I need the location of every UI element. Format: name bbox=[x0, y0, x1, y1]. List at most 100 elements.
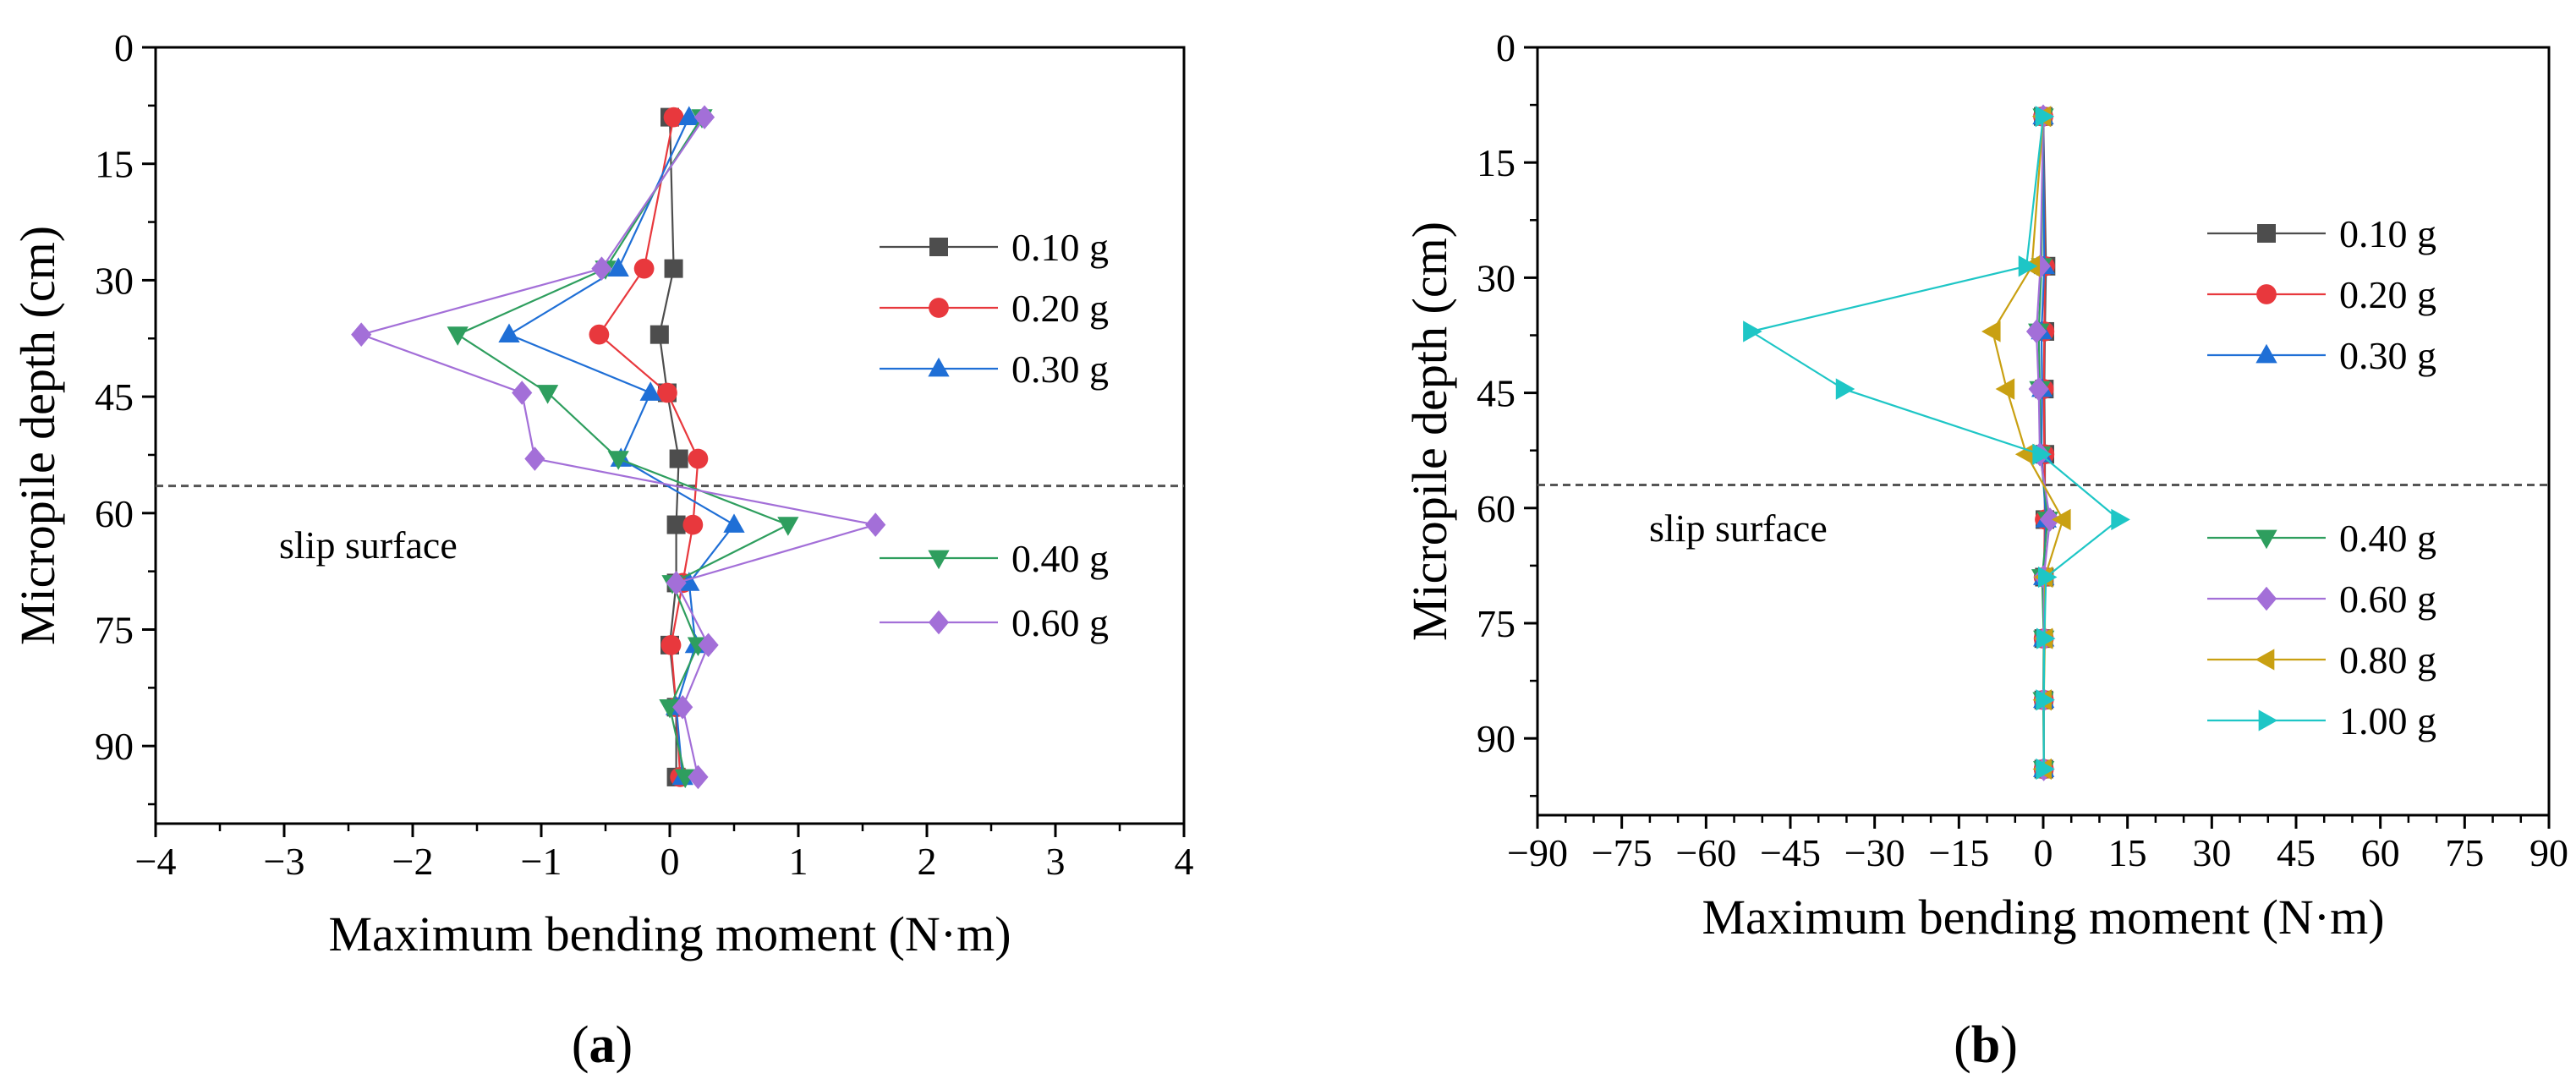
panel-label-a: (a) bbox=[572, 1016, 633, 1074]
y-axis-b: 0 15 30 45 60 75 90 bbox=[1477, 26, 1537, 797]
data-point-b-1-00-g-8 bbox=[2036, 689, 2055, 711]
x-tick-label-b-12: 90 bbox=[2529, 831, 2568, 874]
legend-label-b-0-30-g: 0.30 g bbox=[2339, 334, 2436, 377]
legend-marker-b-0-60-g bbox=[2255, 586, 2277, 611]
data-point-a-0-40-g-5 bbox=[777, 517, 799, 536]
y-tick-label-b-1: 15 bbox=[1477, 141, 1515, 184]
x-tick-label-a-0: −4 bbox=[135, 840, 177, 883]
series-line-a-0-20-g bbox=[597, 117, 699, 777]
x-tick-label-a-1: −3 bbox=[264, 840, 305, 883]
data-point-a-0-10-g-2 bbox=[649, 325, 669, 344]
data-point-a-0-60-g-2 bbox=[351, 322, 372, 347]
data-point-a-0-40-g-3 bbox=[536, 385, 559, 404]
legend-label-b-0-60-g: 0.60 g bbox=[2339, 578, 2436, 621]
series-layer-a bbox=[351, 105, 886, 790]
data-point-b-0-60-g-3 bbox=[2028, 376, 2049, 402]
legend-label-b-0-40-g: 0.40 g bbox=[2339, 517, 2436, 560]
legend-a-lower: 0.40 g 0.60 g bbox=[880, 537, 1109, 644]
x-tick-label-a-2: −2 bbox=[392, 840, 434, 883]
legend-label-a-0-40-g: 0.40 g bbox=[1011, 537, 1109, 580]
y-tick-label-a-2: 30 bbox=[95, 259, 134, 302]
y-tick-label-a-6: 90 bbox=[95, 725, 134, 768]
legend-marker-b-1-00-g bbox=[2258, 709, 2278, 731]
y-tick-label-b-2: 30 bbox=[1477, 256, 1515, 299]
legend-marker-b-0-10-g bbox=[2257, 224, 2276, 243]
data-point-a-0-60-g-0 bbox=[693, 105, 715, 129]
x-axis-title-a: Maximum bending moment (N·m) bbox=[328, 906, 1011, 961]
data-point-b-1-00-g-0 bbox=[2035, 106, 2055, 128]
y-tick-label-b-0: 0 bbox=[1496, 26, 1515, 69]
legend-marker-a-0-20-g bbox=[929, 298, 949, 318]
legend-label-b-1-00-g: 1.00 g bbox=[2339, 699, 2436, 742]
x-tick-label-b-8: 30 bbox=[2192, 831, 2231, 874]
x-tick-label-b-3: −45 bbox=[1760, 831, 1821, 874]
y-tick-label-a-4: 60 bbox=[95, 492, 134, 535]
series-a-0-60-g bbox=[351, 105, 886, 790]
data-point-a-0-40-g-4 bbox=[607, 451, 629, 470]
y-tick-label-a-3: 45 bbox=[95, 375, 134, 419]
x-tick-label-b-6: 0 bbox=[2034, 831, 2053, 874]
data-point-a-0-10-g-5 bbox=[666, 515, 686, 534]
data-point-a-0-60-g-4 bbox=[524, 446, 545, 471]
series-line-a-0-60-g bbox=[358, 116, 876, 778]
legend-marker-b-0-40-g bbox=[2255, 529, 2277, 550]
x-tick-label-b-0: −90 bbox=[1507, 831, 1568, 874]
panel-label-letter-b: b bbox=[1971, 1016, 2000, 1074]
x-tick-label-b-5: −15 bbox=[1928, 831, 1989, 874]
data-point-b-0-80-g-3 bbox=[1995, 378, 2015, 400]
series-line-a-0-30-g bbox=[507, 117, 736, 778]
x-tick-label-b-10: 60 bbox=[2361, 831, 2400, 874]
y-tick-label-a-0: 0 bbox=[114, 26, 134, 69]
data-point-b-0-60-g-2 bbox=[2025, 319, 2047, 344]
legend-label-b-0-80-g: 0.80 g bbox=[2339, 638, 2436, 682]
x-tick-label-a-4: 0 bbox=[660, 840, 680, 883]
data-point-a-0-60-g-8 bbox=[672, 695, 693, 720]
legend-label-a-0-10-g: 0.10 g bbox=[1011, 226, 1109, 269]
data-point-b-1-00-g-9 bbox=[2036, 758, 2055, 780]
x-tick-label-a-5: 1 bbox=[789, 840, 808, 883]
data-point-b-1-00-g-3 bbox=[1835, 378, 1855, 400]
x-tick-label-a-6: 2 bbox=[918, 840, 937, 883]
data-point-a-0-20-g-1 bbox=[633, 258, 655, 279]
series-a-0-30-g bbox=[498, 106, 745, 786]
panel-b: −90 −75 −60 −45 −30 −15 0 15 30 45 60 75 90 0 15 30 45 6… bbox=[1402, 26, 2568, 1074]
series-line-a-0-40-g bbox=[455, 117, 791, 778]
series-a-0-40-g bbox=[447, 109, 799, 789]
legend-label-b-0-20-g: 0.20 g bbox=[2339, 273, 2436, 316]
legend-label-b-0-10-g: 0.10 g bbox=[2339, 212, 2436, 255]
legend-marker-b-0-30-g bbox=[2255, 343, 2277, 364]
data-point-b-1-00-g-2 bbox=[1743, 320, 1762, 342]
data-point-b-0-80-g-2 bbox=[1981, 320, 2001, 342]
data-point-a-0-20-g-4 bbox=[688, 448, 709, 469]
data-point-a-0-20-g-0 bbox=[663, 107, 684, 128]
panel-label-b: (b) bbox=[1954, 1016, 2018, 1074]
data-point-a-0-10-g-4 bbox=[669, 449, 688, 468]
y-axis-title-a: Micropile depth (cm) bbox=[10, 226, 65, 645]
data-point-a-0-20-g-3 bbox=[657, 382, 677, 403]
data-point-b-1-00-g-4 bbox=[2032, 443, 2052, 465]
x-tick-label-b-11: 75 bbox=[2445, 831, 2484, 874]
x-axis-a: −4 −3 −2 −1 0 1 2 3 4 bbox=[135, 824, 1194, 883]
x-tick-label-b-2: −60 bbox=[1675, 831, 1736, 874]
legend-b-lower: 0.40 g 0.60 g 0.80 g 1.00 g bbox=[2207, 517, 2436, 742]
y-tick-label-a-5: 75 bbox=[95, 609, 134, 652]
legend-marker-a-0-40-g bbox=[928, 550, 950, 570]
legend-label-a-0-20-g: 0.20 g bbox=[1011, 287, 1109, 330]
x-axis-title-b: Maximum bending moment (N·m) bbox=[1702, 890, 2384, 945]
legend-a-upper: 0.10 g 0.20 g 0.30 g bbox=[880, 226, 1109, 391]
legend-b-upper: 0.10 g 0.20 g 0.30 g bbox=[2207, 212, 2436, 377]
data-point-a-0-20-g-5 bbox=[682, 514, 704, 535]
y-axis-a: 0 15 30 45 60 75 90 bbox=[95, 26, 156, 806]
legend-marker-a-0-10-g bbox=[929, 238, 948, 256]
y-axis-title-b: Micropile depth (cm) bbox=[1402, 222, 1457, 641]
data-point-b-0-80-g-5 bbox=[2052, 508, 2071, 531]
legend-label-a-0-30-g: 0.30 g bbox=[1011, 348, 1109, 391]
data-point-a-0-60-g-6 bbox=[666, 571, 687, 595]
legend-marker-b-0-80-g bbox=[2255, 649, 2275, 671]
legend-marker-a-0-60-g bbox=[928, 610, 950, 635]
data-point-a-0-60-g-7 bbox=[698, 633, 719, 658]
series-line-b-1-00-g bbox=[1748, 116, 2121, 770]
data-point-b-1-00-g-5 bbox=[2111, 508, 2130, 531]
data-point-a-0-60-g-1 bbox=[591, 256, 612, 281]
